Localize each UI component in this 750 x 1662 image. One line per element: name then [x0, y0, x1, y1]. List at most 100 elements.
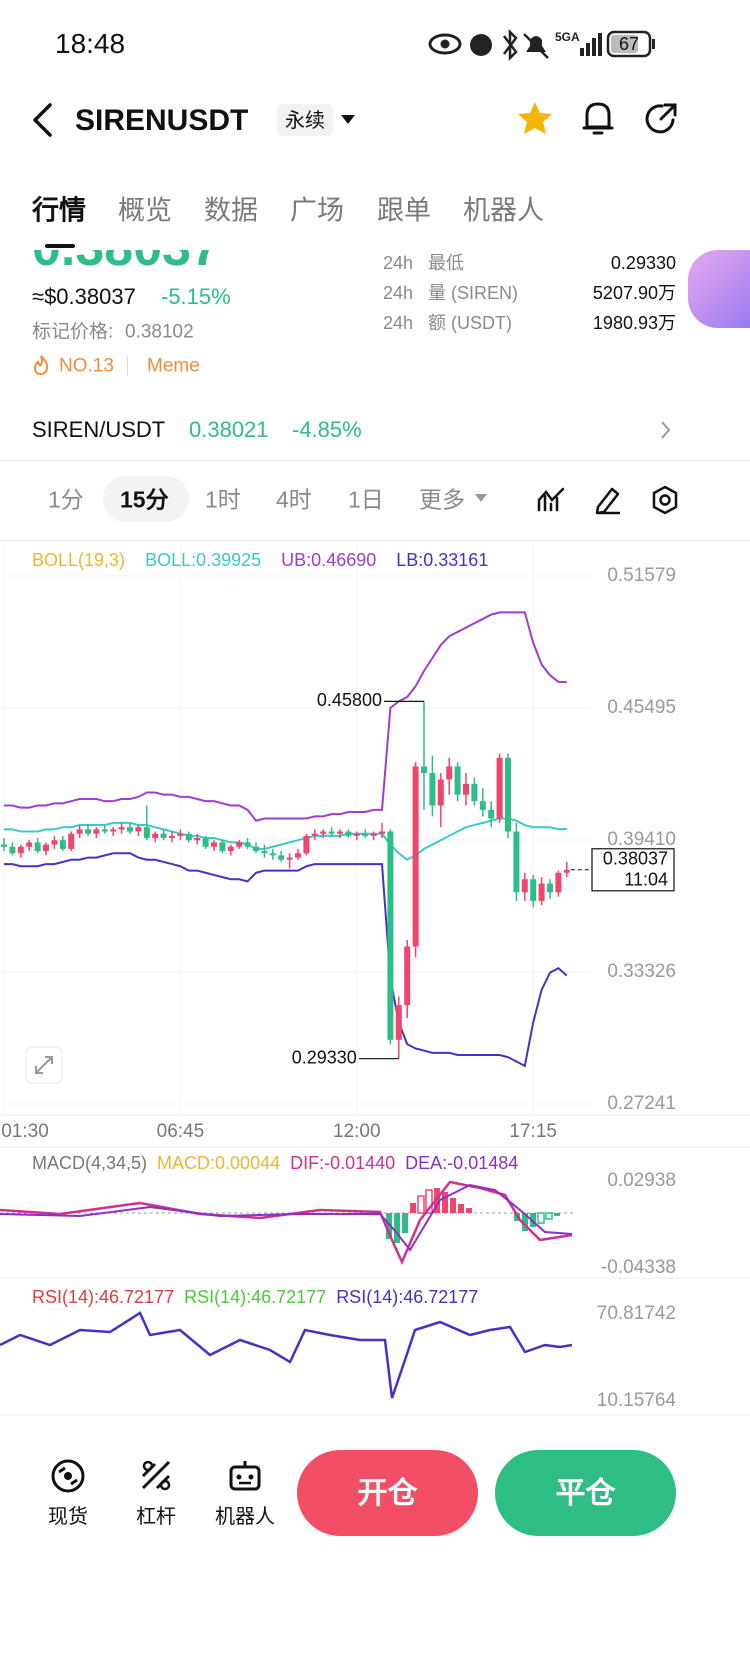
spot-pair[interactable]: SIREN/USDT [32, 417, 166, 442]
settings-icon[interactable] [651, 485, 679, 515]
open-label[interactable]: 开仓 [357, 1477, 418, 1510]
x-tick-label: 12:00 [333, 1121, 381, 1142]
status-icons: 5GA 67 [428, 28, 655, 62]
candle-body [404, 946, 411, 1006]
candle-body [118, 827, 125, 830]
candle-body [437, 779, 444, 806]
divider [0, 460, 750, 461]
usd-price: ≈$0.38037 [32, 284, 136, 309]
flame-icon [33, 355, 49, 376]
bot-icon[interactable] [227, 1458, 263, 1494]
candle-body [530, 879, 537, 901]
interval-tab[interactable]: 1时 [205, 486, 241, 513]
legend-entry: MACD:0.00044 [157, 1153, 280, 1173]
interval-tab[interactable]: 1分 [48, 486, 84, 513]
tab[interactable]: 跟单 [377, 195, 431, 226]
fullscreen-icon[interactable] [35, 1056, 53, 1074]
spot-change: -4.85% [292, 417, 362, 442]
tab[interactable]: 行情 [32, 195, 86, 226]
close-button[interactable] [495, 1450, 676, 1536]
tab[interactable]: 机器人 [463, 195, 544, 226]
spot-icon[interactable] [50, 1458, 86, 1494]
tag[interactable]: Meme [147, 355, 200, 377]
candle-body [454, 766, 461, 795]
candle-body [345, 831, 352, 836]
share-icon[interactable] [643, 101, 679, 137]
legend-entry: LB:0.33161 [396, 550, 488, 570]
stat-label: 最低 [428, 253, 464, 273]
stat-period: 24h [383, 313, 414, 333]
nav-label[interactable]: 机器人 [215, 1506, 275, 1528]
floating-widget[interactable] [688, 250, 750, 328]
nav-label[interactable]: 杠杆 [136, 1506, 176, 1528]
candle-body [127, 827, 133, 832]
candle-body [353, 833, 360, 836]
candle-body [479, 801, 486, 810]
tab[interactable]: 数据 [204, 195, 258, 226]
back-button[interactable] [30, 102, 56, 138]
macd-histogram [386, 1188, 560, 1243]
candle-body [555, 872, 562, 893]
y-tick-label: 0.33326 [607, 961, 676, 982]
tab[interactable]: 概览 [118, 195, 172, 226]
candle-body [253, 846, 259, 852]
candle-body [152, 833, 159, 839]
chevron-right[interactable] [660, 420, 672, 440]
stat-value: 0.29330 [610, 253, 676, 273]
x-tick-label: 17:15 [509, 1121, 557, 1142]
candle-body [303, 835, 310, 854]
close-label[interactable]: 平仓 [555, 1477, 616, 1510]
last-price-label: 0.38037 [603, 849, 668, 869]
interval-tab[interactable]: 15分 [120, 486, 169, 513]
interval-tab[interactable]: 更多 [419, 486, 465, 513]
y-tick-label: -0.04338 [601, 1257, 676, 1278]
candle-body [219, 842, 226, 852]
more-arrow[interactable] [474, 493, 488, 503]
y-tick-label: 70.81742 [597, 1303, 676, 1324]
signal-bar [586, 43, 590, 56]
y-tick-label: 10.15764 [597, 1390, 677, 1411]
candle-body [227, 846, 234, 852]
candle-body [395, 1005, 402, 1040]
candle-body [194, 838, 201, 841]
favorite-star[interactable] [516, 100, 554, 138]
battery-tip [652, 39, 655, 49]
indicator-icon[interactable] [537, 486, 565, 514]
interval-tab[interactable]: 1日 [348, 486, 384, 513]
candle-body [446, 766, 453, 780]
open-button[interactable] [297, 1450, 478, 1536]
tab-indicator [45, 244, 75, 248]
candle-body [76, 829, 83, 834]
legend-entry: MACD(4,34,5) [32, 1153, 147, 1173]
alarm-icon [470, 34, 492, 56]
dropdown-arrow[interactable] [340, 114, 356, 126]
draw-icon[interactable] [594, 485, 622, 515]
eye-icon [428, 33, 462, 55]
last-price-countdown: 11:04 [624, 870, 668, 890]
legend-entry: UB:0.46690 [281, 550, 376, 570]
annotation-label: 0.29330 [292, 1047, 357, 1067]
candle-body [143, 827, 150, 839]
candle-body [135, 827, 142, 832]
network-label: 5GA [555, 30, 580, 44]
interval-tab[interactable]: 4时 [276, 486, 312, 513]
y-tick-label: 0.45495 [607, 697, 676, 718]
x-tick-label: 01:30 [1, 1121, 49, 1142]
candle-body [429, 772, 436, 806]
macd-dif-line [0, 1180, 573, 1266]
candle-body [278, 855, 285, 860]
contract-type[interactable]: 永续 [285, 110, 325, 132]
candle-body [563, 869, 570, 873]
tab[interactable]: 广场 [290, 195, 344, 226]
stat-value: 1980.93万 [592, 313, 676, 333]
legend-entry: BOLL:0.39925 [145, 550, 261, 570]
contract-chip[interactable] [277, 104, 333, 136]
nav-label[interactable]: 现货 [48, 1506, 88, 1528]
margin-icon[interactable] [139, 1458, 175, 1494]
annotation-label: 0.45800 [317, 690, 382, 710]
candle-body [244, 842, 251, 847]
bell-icon[interactable] [581, 100, 615, 138]
legend-entry: BOLL(19,3) [32, 550, 125, 570]
y-tick-label: 0.02938 [607, 1170, 676, 1191]
mark-price: 0.38102 [125, 321, 194, 343]
